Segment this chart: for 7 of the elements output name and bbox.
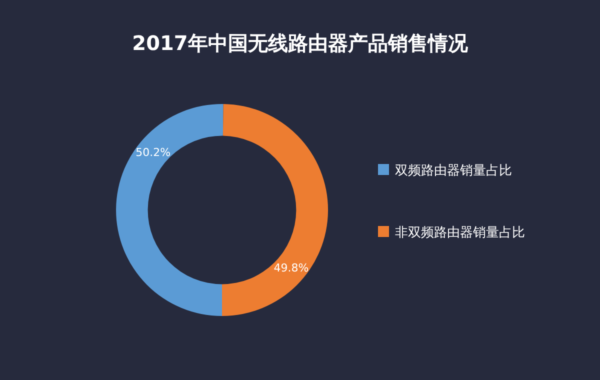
legend-label: 非双频路由器销量占比 bbox=[395, 226, 525, 241]
chart-title: 2017年中国无线路由器产品销售情况 bbox=[132, 31, 469, 55]
donut-slice bbox=[116, 104, 224, 316]
data-label: 50.2% bbox=[136, 146, 171, 159]
data-label: 49.8% bbox=[274, 262, 309, 275]
donut-slice bbox=[222, 104, 328, 316]
legend-label: 双频路由器销量占比 bbox=[395, 164, 512, 179]
